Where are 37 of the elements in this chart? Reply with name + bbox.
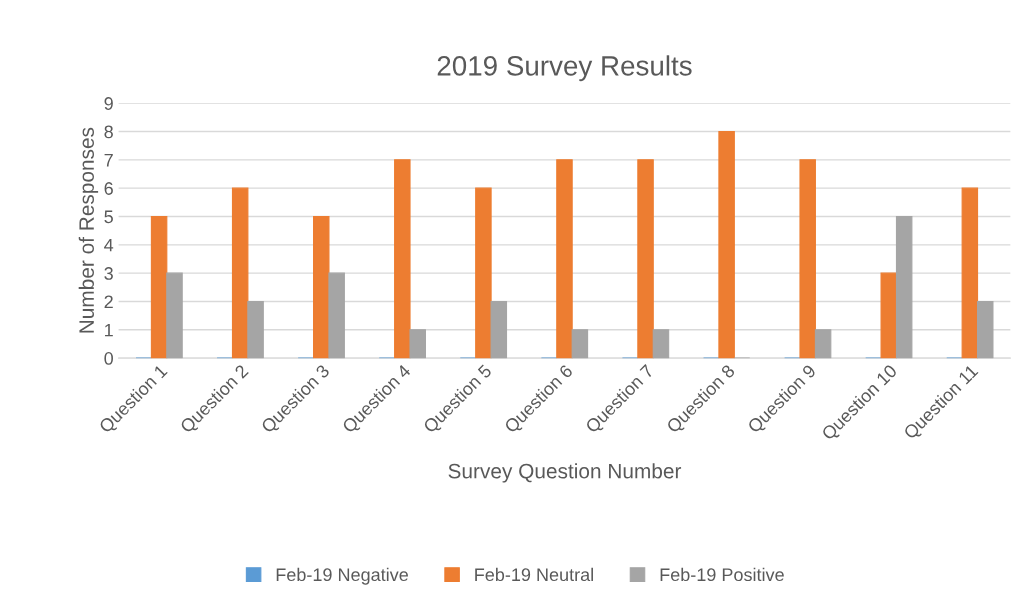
bar <box>166 272 183 359</box>
bar <box>637 159 654 359</box>
bar <box>976 300 994 359</box>
bar <box>556 159 573 359</box>
bar <box>799 159 816 359</box>
y-tick-label: 9 <box>104 97 113 110</box>
bar <box>475 187 492 359</box>
bar <box>814 329 832 359</box>
chart-title: 2019 Survey Results <box>437 55 692 82</box>
y-tick-label: 3 <box>104 267 113 280</box>
y-tick-label: 8 <box>104 125 113 139</box>
y-axis-title: Number of Responses <box>78 127 99 333</box>
y-tick-label: 0 <box>104 352 113 365</box>
bar <box>247 300 264 359</box>
y-tick-label: 2 <box>104 295 113 309</box>
bar <box>652 329 670 359</box>
y-tick-label: 1 <box>105 323 113 337</box>
y-tick-label: 5 <box>104 210 113 224</box>
bar <box>880 272 898 359</box>
bar <box>571 329 589 359</box>
bar <box>961 187 979 359</box>
legend-label: Feb-19 Negative <box>276 567 408 585</box>
legend-label: Feb-19 Neutral <box>475 567 593 582</box>
bar <box>895 215 913 359</box>
y-tick-label: 7 <box>104 153 113 167</box>
legend-label: Feb-19 Positive <box>660 567 784 582</box>
bar <box>231 187 249 359</box>
bar <box>150 215 168 359</box>
y-tick-label: 6 <box>104 182 113 195</box>
y-tick-label: 4 <box>104 238 114 252</box>
bar <box>394 159 411 359</box>
x-axis-title: Survey Question Number <box>448 463 682 483</box>
bar <box>328 272 345 359</box>
bar <box>312 215 330 359</box>
bar <box>409 329 426 359</box>
bar <box>718 130 735 359</box>
bar <box>490 300 508 359</box>
